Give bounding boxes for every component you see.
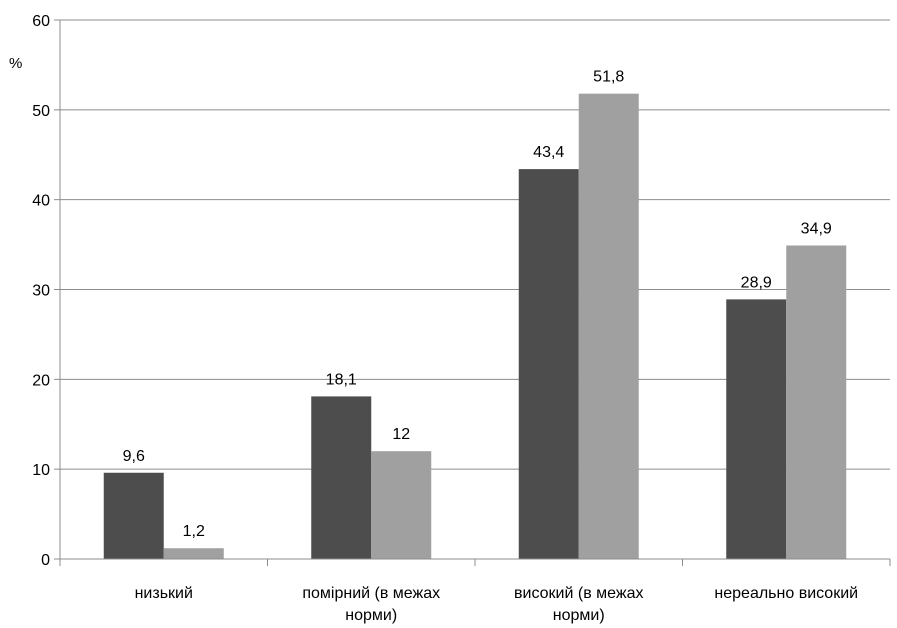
category-label: норми) [553, 607, 605, 624]
bar [786, 245, 847, 559]
y-tick-labels: 0 10 20 30 40 50 60 [32, 13, 50, 569]
bar [578, 93, 639, 559]
y-tick-label: 30 [32, 283, 50, 300]
data-label: 51,8 [593, 69, 624, 86]
bar [103, 472, 164, 559]
category-label: низький [135, 585, 193, 602]
y-tick-label: 60 [32, 13, 50, 30]
category-label: помірний (в межах [302, 585, 440, 602]
y-tick-label: 40 [32, 193, 50, 210]
category-label: нереально високий [714, 585, 858, 602]
data-label: 9,6 [123, 448, 145, 465]
category-labels: низький помірний (в межах норми) високий (в… [135, 585, 859, 624]
data-label: 18,1 [326, 371, 357, 388]
y-tick-label: 50 [32, 103, 50, 120]
axes [54, 19, 891, 566]
y-tick-label: 0 [41, 552, 50, 569]
data-label: 34,9 [801, 220, 832, 237]
y-axis-title: % [9, 55, 22, 72]
data-label: 12 [392, 426, 410, 443]
y-tick-label: 10 [32, 462, 50, 479]
bar [371, 451, 432, 559]
data-label: 43,4 [533, 144, 564, 161]
bar [726, 299, 787, 559]
data-label: 1,2 [183, 523, 205, 540]
data-labels: 9,6 1,2 18,1 12 43,4 51,8 28,9 34,9 [123, 69, 832, 541]
bars [103, 93, 847, 559]
category-label: норми) [345, 607, 397, 624]
bar [311, 396, 372, 559]
bar [518, 169, 579, 559]
y-tick-label: 20 [32, 372, 50, 389]
category-label: високий (в межах [514, 585, 643, 602]
data-label: 28,9 [741, 274, 772, 291]
bar [163, 548, 224, 559]
